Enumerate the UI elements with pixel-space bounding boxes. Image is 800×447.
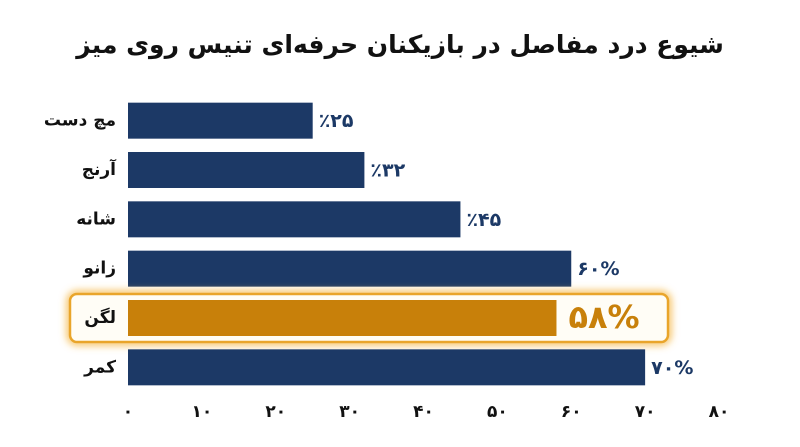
bar bbox=[128, 300, 557, 336]
bar bbox=[128, 250, 572, 287]
bar bbox=[128, 152, 365, 188]
x-tick-label: ۲۰ bbox=[265, 402, 286, 422]
x-tick-label: ۷۰ bbox=[635, 402, 656, 422]
y-tick-label: زانو bbox=[82, 259, 116, 279]
value-label: ٪۳۲ bbox=[370, 160, 405, 182]
y-tick-label: لگن bbox=[84, 307, 116, 328]
bar bbox=[128, 201, 461, 238]
value-label: ۵۸% bbox=[568, 298, 639, 336]
x-tick-label: ۶۰ bbox=[561, 402, 582, 422]
x-tick-label: ۴۰ bbox=[413, 402, 434, 422]
y-tick-label: مچ دست bbox=[44, 111, 116, 131]
y-tick-label: آرنج bbox=[82, 158, 117, 180]
chart-title: شیوع درد مفاصل در بازیکنان حرفه‌ای تنیس … bbox=[74, 30, 724, 60]
bar bbox=[128, 349, 646, 386]
x-tick-label: ۸۰ bbox=[709, 402, 730, 422]
x-tick-label: ۳۰ bbox=[339, 402, 360, 422]
value-label: ٪۲۵ bbox=[319, 110, 354, 132]
x-tick-label: ۱۰ bbox=[191, 402, 212, 422]
x-tick-label: ۰ bbox=[123, 402, 133, 422]
bar bbox=[128, 102, 313, 139]
value-label: ۷۰% bbox=[651, 357, 693, 379]
y-tick-label: کمر bbox=[83, 357, 116, 377]
x-tick-label: ۵۰ bbox=[487, 402, 508, 422]
value-label: ٪۴۵ bbox=[466, 209, 501, 231]
y-tick-label: شانه bbox=[76, 209, 116, 229]
value-label: ۶۰% bbox=[577, 258, 619, 280]
